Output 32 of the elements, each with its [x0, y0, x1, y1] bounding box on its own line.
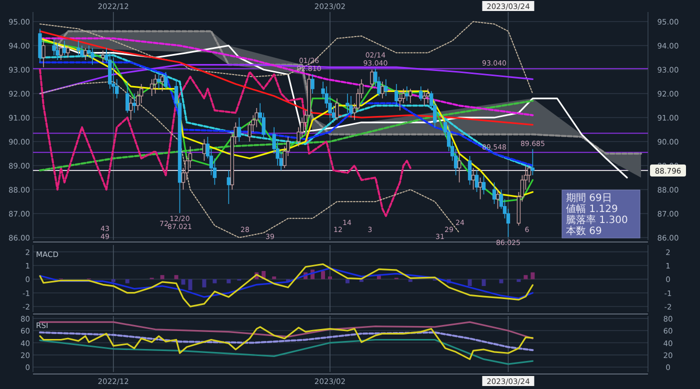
line-series [39, 30, 534, 126]
bar [160, 275, 164, 280]
bar [524, 275, 528, 280]
bar [530, 272, 535, 280]
line-series [39, 263, 534, 308]
annotation: 期間 69日 [566, 192, 612, 204]
annotation: 騰落率 1.300 [566, 214, 628, 226]
bar [482, 279, 486, 286]
bar [226, 279, 231, 284]
line-series [39, 267, 534, 300]
bar [321, 270, 326, 280]
bar [212, 279, 217, 284]
line-series [39, 64, 534, 94]
line-series [39, 21, 534, 94]
annotation: 本数 69 [566, 225, 602, 237]
bar [328, 276, 332, 280]
annotation: 値幅 1.129 [566, 203, 618, 215]
bar [174, 275, 178, 280]
bar [468, 279, 472, 286]
bar [202, 279, 206, 288]
line-series [38, 331, 534, 352]
bar [125, 279, 130, 284]
bar [345, 279, 350, 284]
bar [272, 276, 276, 280]
bar [181, 279, 186, 285]
bar [499, 279, 504, 284]
line-series [39, 338, 534, 365]
line-series [52, 30, 642, 155]
bar [188, 279, 192, 290]
bar [408, 279, 412, 282]
bar [516, 279, 521, 282]
bar [111, 279, 116, 282]
